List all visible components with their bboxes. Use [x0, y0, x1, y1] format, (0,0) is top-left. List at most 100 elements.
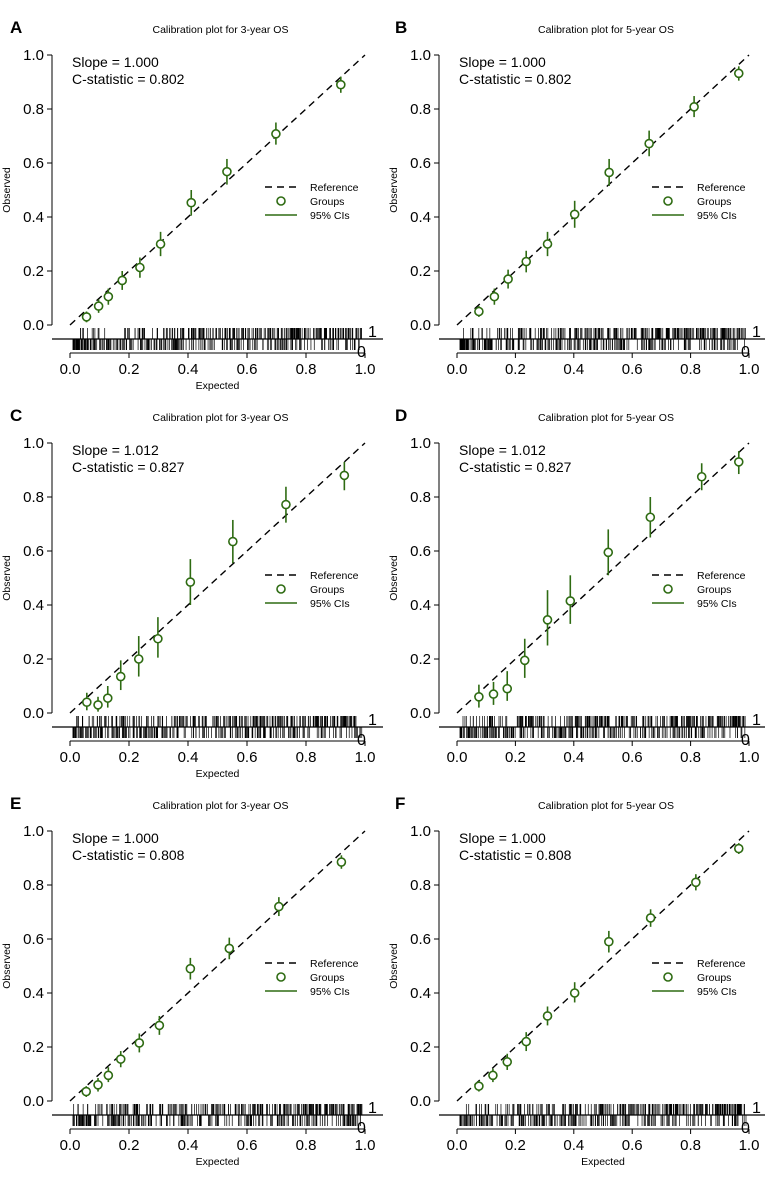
legend-groups-swatch [663, 196, 673, 206]
group-point [81, 312, 92, 322]
slope-annotation: Slope = 1.012 [459, 442, 546, 458]
y-tick-label: 0.4 [410, 597, 431, 614]
group-point [488, 1070, 498, 1081]
rug-label-one: 1 [752, 324, 761, 341]
legend-groups-swatch [663, 972, 673, 982]
panel-letter: B [395, 18, 407, 37]
legend: Reference Groups 95% CIs [652, 570, 746, 610]
panel-a: A Calibration plot for 3-year OS 0.0 0.2 0.4… [1, 18, 383, 392]
panel-e: E Calibration plot for 3-year OS 0.0 0.2 0.4… [1, 794, 383, 1168]
rug-ticks [459, 328, 747, 350]
panel-f: F Calibration plot for 5-year OS 0.0 0.2 0.4… [388, 794, 765, 1168]
x-tick-label: 1.0 [739, 1137, 760, 1154]
group-point [339, 470, 350, 481]
group-point [93, 301, 104, 311]
y-axis-label: Observed [1, 167, 13, 213]
x-tick-label: 1.0 [355, 1137, 376, 1154]
rug-ticks [72, 716, 363, 738]
group-point [135, 262, 145, 273]
y-tick-label: 0.2 [410, 263, 431, 280]
group-point [645, 512, 656, 523]
slope-annotation: Slope = 1.012 [72, 442, 159, 458]
y-axis-label: Observed [1, 943, 13, 989]
y-tick-label: 1.0 [23, 47, 44, 64]
group-point [603, 547, 614, 558]
panel-c: C Calibration plot for 3-year OS 0.0 0.2 0.4… [1, 406, 383, 780]
rug-ticks [72, 328, 362, 350]
rug-ticks [459, 1104, 747, 1126]
slope-annotation: Slope = 1.000 [459, 830, 546, 846]
x-tick-label: 0.4 [563, 1137, 584, 1154]
x-tick-label: 0.2 [505, 361, 526, 378]
y-tick-label: 0.4 [23, 209, 44, 226]
legend-ci-label: 95% CIs [697, 598, 737, 610]
y-tick-label: 0.2 [23, 651, 44, 668]
x-tick-label: 0.0 [447, 1137, 468, 1154]
group-point [691, 877, 701, 888]
y-tick-label: 0.6 [410, 543, 431, 560]
legend-ci-label: 95% CIs [310, 986, 350, 998]
x-tick-label: 0.4 [563, 749, 584, 766]
x-tick-label: 1.0 [355, 361, 376, 378]
group-point [502, 683, 513, 694]
plot-title: Calibration plot for 5-year OS [538, 800, 674, 812]
group-point [489, 291, 500, 302]
legend-ci-label: 95% CIs [697, 986, 737, 998]
y-axis-label: Observed [388, 167, 400, 213]
x-tick-label: 0.2 [505, 1137, 526, 1154]
group-point [155, 239, 166, 249]
legend-reference-label: Reference [310, 570, 359, 582]
y-tick-label: 0.8 [410, 489, 431, 506]
group-point [93, 700, 103, 710]
group-point [336, 857, 347, 867]
group-point [696, 471, 707, 482]
y-tick-label: 1.0 [23, 823, 44, 840]
panel-d: D Calibration plot for 5-year OS 0.0 0.2 0.4… [388, 406, 765, 766]
y-tick-label: 0.8 [23, 877, 44, 894]
group-point [733, 843, 744, 854]
y-tick-label: 1.0 [410, 823, 431, 840]
x-tick-label: 0.4 [563, 361, 584, 378]
group-point [542, 1011, 553, 1021]
group-point [185, 963, 196, 974]
x-tick-label: 0.4 [178, 361, 199, 378]
group-point [82, 697, 92, 708]
rug-label-one: 1 [752, 1100, 761, 1117]
plot-title: Calibration plot for 3-year OS [153, 24, 289, 36]
group-point [519, 655, 530, 666]
x-tick-label: 0.8 [296, 361, 317, 378]
x-tick-label: 1.0 [355, 749, 376, 766]
y-tick-label: 1.0 [410, 47, 431, 64]
y-tick-label: 0.2 [410, 1039, 431, 1056]
group-point [274, 901, 284, 912]
y-tick-label: 0.6 [410, 931, 431, 948]
group-point [154, 1020, 165, 1031]
reference-line [456, 830, 750, 1102]
x-tick-label: 0.0 [60, 749, 81, 766]
y-axis-label: Observed [388, 943, 400, 989]
group-point [503, 274, 513, 284]
group-point [604, 167, 614, 178]
legend-groups-swatch [663, 584, 673, 594]
rug-label-one: 1 [368, 712, 377, 729]
group-point [474, 306, 484, 317]
panel-letter: A [10, 18, 22, 37]
y-tick-label: 0.2 [23, 263, 44, 280]
panel-b: B Calibration plot for 5-year OS 0.0 0.2 0.4… [388, 18, 765, 378]
x-tick-label: 0.0 [447, 361, 468, 378]
y-tick-label: 0.0 [23, 705, 44, 722]
legend-reference-label: Reference [697, 958, 746, 970]
y-tick-label: 0.0 [410, 705, 431, 722]
y-tick-label: 0.6 [410, 155, 431, 172]
x-tick-label: 0.6 [237, 749, 258, 766]
slope-annotation: Slope = 1.000 [459, 54, 546, 70]
group-point [281, 499, 291, 510]
panel-letter: F [395, 794, 405, 813]
panel-letter: D [395, 406, 407, 425]
x-axis-label: Expected [196, 1156, 240, 1168]
x-tick-label: 0.2 [505, 749, 526, 766]
x-tick-label: 0.8 [680, 361, 701, 378]
x-tick-label: 0.0 [60, 1137, 81, 1154]
groups-series [81, 76, 346, 323]
x-axis-label: Expected [196, 768, 240, 780]
